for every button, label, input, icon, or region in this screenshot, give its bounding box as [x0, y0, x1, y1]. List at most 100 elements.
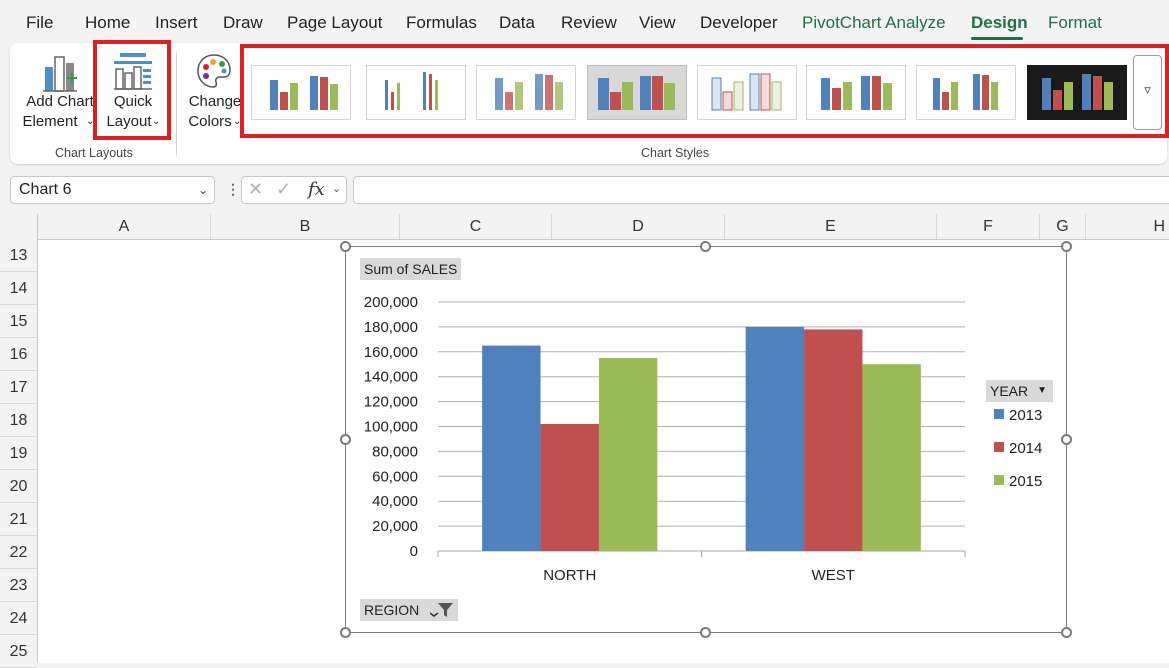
- row-header-20[interactable]: 20: [0, 470, 37, 503]
- row-header-15[interactable]: 15: [0, 305, 37, 338]
- y-tick-label: 180,000: [364, 319, 418, 336]
- formula-buttons: ✕ ✓ fx ⌄: [241, 176, 347, 204]
- chevron-down-icon: ⌄: [233, 116, 242, 127]
- pivot-chart[interactable]: Sum of SALES 200,000 180,000 160,000 140,00…: [345, 246, 1067, 633]
- chart-plot-svg: 200,000 180,000 160,000 140,000 120,000 100,0…: [364, 294, 1043, 584]
- resize-handle-left[interactable]: [340, 434, 351, 445]
- formula-input[interactable]: [353, 176, 1169, 204]
- row-header-13[interactable]: 13: [0, 239, 37, 272]
- select-all-corner[interactable]: [0, 214, 38, 239]
- vertical-dots-icon[interactable]: ⋮: [226, 181, 240, 197]
- y-tick-label: 60,000: [372, 468, 418, 485]
- change-colors-button[interactable]: Change Colors ⌄: [182, 48, 246, 136]
- chart-style-7-preview: [933, 74, 998, 110]
- active-tab-indicator: [971, 37, 1023, 40]
- legend-label-2015: 2015: [1009, 473, 1042, 490]
- legend-swatch-2013: [994, 409, 1004, 419]
- chevron-down-icon: ⌄: [152, 116, 161, 127]
- year-field-button[interactable]: YEAR ▼: [986, 380, 1053, 402]
- column-header-g[interactable]: G: [1040, 214, 1086, 239]
- resize-handle-right[interactable]: [1061, 434, 1072, 445]
- column-header-a[interactable]: A: [38, 214, 211, 239]
- tab-design[interactable]: Design: [971, 13, 1028, 32]
- tab-draw[interactable]: Draw: [223, 13, 263, 32]
- y-tick-label: 80,000: [372, 443, 418, 460]
- column-header-h[interactable]: H: [1153, 218, 1165, 235]
- tab-formulas[interactable]: Formulas: [406, 13, 477, 32]
- add-chart-element-icon: [43, 56, 77, 92]
- tab-format[interactable]: Format: [1048, 13, 1102, 32]
- chart-styles-highlight-box: [240, 44, 1169, 138]
- chart-style-1[interactable]: [251, 65, 351, 120]
- legend-label-2013: 2013: [1009, 407, 1042, 424]
- row-header-18[interactable]: 18: [0, 404, 37, 437]
- quick-layout-button[interactable]: Quick Layout ⌄: [98, 48, 168, 136]
- resize-handle-bottom-left[interactable]: [340, 627, 351, 638]
- chart-style-8[interactable]: [1027, 65, 1127, 120]
- chart-style-2-preview: [385, 72, 438, 110]
- row-header-14[interactable]: 14: [0, 272, 37, 305]
- row-header-24[interactable]: 24: [0, 602, 37, 635]
- row-header-16[interactable]: 16: [0, 338, 37, 371]
- legend-label-2014: 2014: [1009, 440, 1042, 457]
- tab-file[interactable]: File: [26, 13, 54, 32]
- chevron-down-icon[interactable]: ⌄: [197, 183, 208, 197]
- tab-insert[interactable]: Insert: [155, 13, 198, 32]
- name-box[interactable]: Chart 6 ⌄: [10, 176, 215, 204]
- year-field-label: YEAR: [990, 383, 1029, 399]
- tab-review[interactable]: Review: [561, 13, 617, 32]
- row-header-25[interactable]: 25: [0, 635, 37, 668]
- sum-of-sales-field-button[interactable]: Sum of SALES: [360, 258, 462, 280]
- quick-layout-label-2: Layout: [106, 113, 152, 130]
- tab-pivotchart-analyze[interactable]: PivotChart Analyze: [802, 13, 946, 32]
- chart-styles-more-button[interactable]: ▿: [1133, 55, 1162, 130]
- column-header-b[interactable]: B: [211, 214, 400, 239]
- chevron-down-icon[interactable]: ⌄: [332, 183, 342, 195]
- chart-style-7[interactable]: [916, 65, 1016, 120]
- column-header-d[interactable]: D: [552, 214, 725, 239]
- tab-data[interactable]: Data: [499, 13, 535, 32]
- bar-2014-west: [804, 329, 863, 551]
- row-header-22[interactable]: 22: [0, 536, 37, 569]
- chart-style-6[interactable]: [806, 65, 906, 120]
- resize-handle-bottom-right[interactable]: [1061, 627, 1072, 638]
- insert-function-icon[interactable]: fx: [308, 179, 325, 200]
- bar-2015-north: [598, 358, 658, 551]
- chart-style-1-preview: [270, 76, 338, 110]
- tab-home[interactable]: Home: [85, 13, 131, 32]
- chart-style-2[interactable]: [366, 65, 466, 120]
- row-header-19[interactable]: 19: [0, 437, 37, 470]
- row-header-23[interactable]: 23: [0, 569, 37, 602]
- chart-style-5-preview: [711, 73, 782, 111]
- column-header-c[interactable]: C: [400, 214, 552, 239]
- resize-handle-bottom[interactable]: [700, 627, 711, 638]
- chart-style-5[interactable]: [697, 65, 797, 120]
- y-tick-label: 40,000: [372, 493, 418, 510]
- palette-icon: [197, 54, 231, 88]
- cancel-icon[interactable]: ✕: [248, 179, 264, 199]
- tab-view[interactable]: View: [639, 13, 676, 32]
- chevron-down-icon: ⌄: [86, 116, 95, 127]
- dropdown-arrow-icon: ▼: [1037, 385, 1047, 396]
- column-header-f[interactable]: F: [937, 214, 1040, 239]
- y-tick-label: 140,000: [364, 369, 418, 386]
- region-field-button[interactable]: REGION: [360, 599, 458, 621]
- resize-handle-top-left[interactable]: [340, 241, 351, 252]
- column-headers: A B C D E F G H: [0, 214, 1169, 240]
- column-header-e[interactable]: E: [725, 214, 937, 239]
- filter-icon: [430, 603, 453, 617]
- tab-page-layout[interactable]: Page Layout: [287, 13, 383, 32]
- chart-style-4-selected[interactable]: [587, 65, 687, 120]
- chart-style-3[interactable]: [476, 65, 576, 120]
- change-colors-label-2: Colors: [188, 113, 232, 130]
- add-chart-element-button[interactable]: Add Chart Element ⌄: [18, 48, 98, 136]
- row-header-21[interactable]: 21: [0, 503, 37, 536]
- row-header-17[interactable]: 17: [0, 371, 37, 404]
- bar-2014-north: [540, 424, 599, 551]
- resize-handle-top-right[interactable]: [1061, 241, 1072, 252]
- resize-handle-top[interactable]: [700, 241, 711, 252]
- x-category-label: NORTH: [543, 567, 596, 584]
- enter-check-icon[interactable]: ✓: [276, 179, 292, 199]
- tab-developer[interactable]: Developer: [700, 13, 778, 32]
- menu-tab-bar: File Home Insert Draw Page Layout Formul…: [0, 0, 1169, 44]
